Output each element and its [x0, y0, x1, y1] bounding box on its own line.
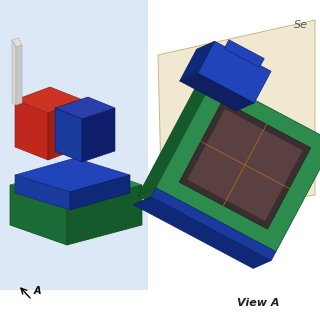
Polygon shape — [151, 188, 276, 260]
Polygon shape — [12, 38, 22, 47]
Polygon shape — [188, 109, 303, 221]
Bar — [0, 0, 148, 290]
Text: Se: Se — [294, 20, 308, 30]
Polygon shape — [224, 40, 264, 68]
Polygon shape — [16, 45, 22, 105]
Polygon shape — [138, 78, 214, 196]
Text: A: A — [34, 286, 42, 296]
Polygon shape — [15, 175, 70, 210]
Polygon shape — [133, 197, 271, 268]
Polygon shape — [15, 87, 83, 113]
Polygon shape — [55, 97, 115, 119]
Text: View A: View A — [237, 298, 279, 308]
Polygon shape — [82, 108, 115, 162]
Polygon shape — [180, 73, 254, 111]
Polygon shape — [48, 100, 83, 160]
Polygon shape — [70, 175, 130, 210]
Polygon shape — [158, 20, 315, 215]
Polygon shape — [67, 185, 142, 245]
Polygon shape — [138, 188, 276, 260]
Polygon shape — [180, 41, 214, 81]
Polygon shape — [15, 100, 48, 160]
Polygon shape — [10, 185, 67, 245]
Polygon shape — [15, 158, 130, 192]
Polygon shape — [198, 41, 271, 103]
Polygon shape — [55, 108, 82, 162]
Polygon shape — [179, 101, 311, 229]
Polygon shape — [156, 78, 320, 252]
Polygon shape — [12, 40, 16, 105]
Polygon shape — [10, 165, 142, 205]
